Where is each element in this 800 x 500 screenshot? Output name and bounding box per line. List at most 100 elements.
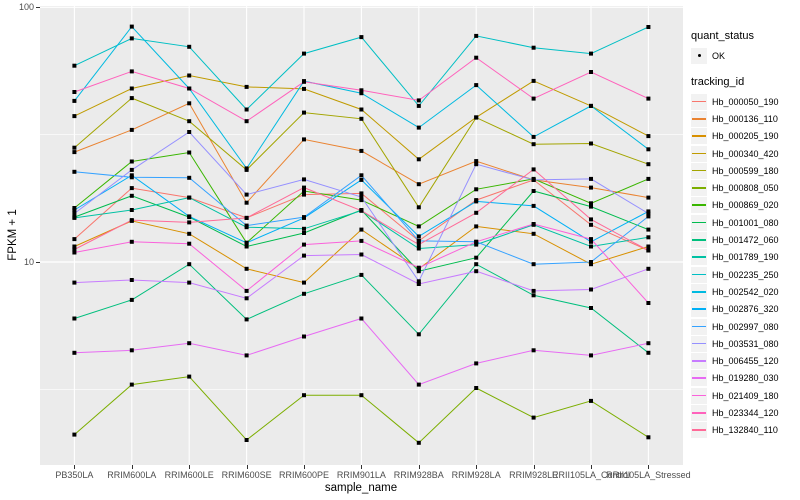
legend-item-label: Hb_000050_190 [712,96,779,107]
data-point [646,195,651,200]
data-point [589,239,593,244]
data-point [129,36,134,41]
series-color-swatch [692,411,706,414]
data-point [302,86,306,91]
legend-item-label: Hb_000136_110 [712,113,778,124]
series-color-swatch [692,290,706,293]
data-point [416,205,421,210]
data-point [589,217,593,222]
x-tick-mark [591,465,592,469]
data-point [416,125,421,130]
data-point [187,231,192,236]
data-point [244,317,249,322]
series-color-swatch [692,256,706,258]
legend-key-Hb_006455_120 [691,353,707,370]
data-point [187,150,192,155]
data-point [72,150,77,155]
legend-item-Hb_001789_190: Hb_001789_190 [691,249,799,266]
quant-status-key [691,47,707,64]
legend-item-label: Hb_002542_020 [712,286,779,297]
series-color-swatch [692,152,706,155]
data-point [589,306,593,310]
legend-item-Hb_002542_020: Hb_002542_020 [691,283,799,300]
data-point [646,235,651,240]
data-point [244,296,249,301]
legend-item-label: OK [712,50,726,61]
data-point [474,159,479,164]
data-point [646,248,651,253]
legend-item-label: Hb_001789_190 [712,252,779,263]
series-color-swatch [692,377,706,379]
legend-item-Hb_002997_080: Hb_002997_080 [691,318,799,335]
legend-item-ok: OK [691,47,799,64]
x-tick-label: RRII105LA_Stressed [606,470,691,480]
data-point [129,239,134,244]
data-point [416,224,421,229]
data-point [474,224,479,229]
data-point [531,203,536,208]
legend-item-Hb_003531_080: Hb_003531_080 [691,335,799,352]
data-point [187,220,192,225]
legend-item-Hb_000599_180: Hb_000599_180 [691,162,799,179]
data-point [474,386,479,390]
data-point [244,107,249,112]
legend-key-Hb_000599_180 [691,162,707,179]
series-color-swatch [692,239,706,241]
legend-item-label: Hb_021409_180 [712,390,779,401]
data-point [72,237,77,242]
data-point [646,266,651,271]
legend-item-label: Hb_002997_080 [712,321,779,332]
data-point [589,51,593,56]
data-point [416,269,421,274]
x-axis-title: sample_name [324,482,398,494]
data-point [72,432,77,437]
data-point [302,280,306,285]
legend-item-label: Hb_019280_030 [712,373,779,384]
data-point [359,173,364,178]
data-point [531,189,536,193]
data-point [187,262,192,267]
legend-item-Hb_000205_190: Hb_000205_190 [691,128,799,145]
data-point [416,98,421,103]
data-point [129,218,134,223]
legend-key-Hb_002876_320 [691,301,707,318]
data-point [359,272,364,277]
data-point [416,234,421,239]
legend-item-label: Hb_000808_050 [712,183,779,194]
data-point [589,201,593,206]
data-point [531,78,536,83]
legend-key-Hb_019280_030 [691,370,707,387]
data-point [129,297,134,302]
plot-panel [40,6,683,465]
data-point [244,266,249,271]
x-tick-mark [361,465,363,469]
data-point [589,141,593,146]
data-point [646,227,651,232]
x-tick-label: RRIM600LA [107,470,157,480]
data-point [646,176,651,181]
data-point [646,435,651,440]
data-point [646,96,651,101]
legend-item-label: Hb_023344_120 [712,407,779,418]
data-point [129,348,134,353]
legend-item-Hb_001001_080: Hb_001001_080 [691,214,799,231]
series-color-swatch [692,325,706,328]
data-point [72,145,77,150]
data-point [187,130,192,134]
data-point [129,278,134,282]
data-point [244,353,249,358]
data-point [589,287,593,292]
legend-key-Hb_021409_180 [691,387,707,404]
data-point [646,147,651,152]
data-point [244,215,249,220]
data-point [129,175,134,180]
data-point [416,382,421,387]
series-color-swatch [692,117,706,120]
data-point [531,262,536,267]
data-point [302,110,306,115]
data-point [72,114,77,119]
legend-item-label: Hb_003531_080 [712,338,779,349]
data-point [531,415,536,420]
data-point [359,148,364,153]
series-color-swatch [692,187,706,189]
